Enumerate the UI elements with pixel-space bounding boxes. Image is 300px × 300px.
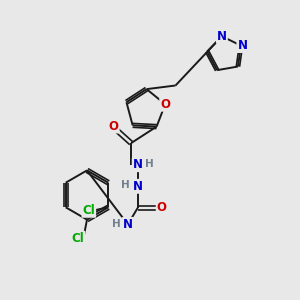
Text: O: O [109,119,119,133]
Text: N: N [133,180,143,193]
Text: N: N [217,30,227,43]
Text: H: H [145,159,154,169]
Text: N: N [237,39,248,52]
Text: O: O [157,201,167,214]
Text: Cl: Cl [72,232,84,245]
Text: O: O [160,98,170,111]
Text: Cl: Cl [82,204,95,217]
Text: H: H [112,218,121,229]
Text: N: N [133,158,143,171]
Text: H: H [121,180,130,190]
Text: N: N [123,218,133,231]
